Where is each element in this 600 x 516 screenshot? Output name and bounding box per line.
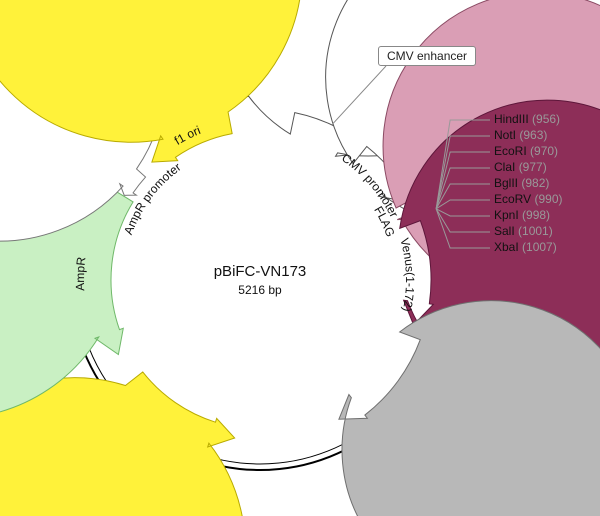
- feature-hgh-poly-a-signal: [339, 301, 600, 516]
- enzyme-site: HindIII (956): [494, 112, 560, 126]
- enzyme-site: KpnI (998): [494, 208, 550, 222]
- plasmid-size: 5216 bp: [238, 283, 282, 297]
- enzyme-site: EcoRI (970): [494, 144, 558, 158]
- enzyme-name: SalI: [494, 224, 515, 238]
- enzyme-name: XbaI: [494, 240, 519, 254]
- enzyme-pos: (1007): [522, 240, 557, 254]
- plasmid-name: pBiFC-VN173: [214, 263, 307, 280]
- enzyme-name: ClaI: [494, 160, 515, 174]
- enzyme-name: NotI: [494, 128, 516, 142]
- enzyme-pos: (963): [519, 128, 547, 142]
- enzyme-site: SalI (1001): [494, 224, 553, 238]
- enzyme-site: NotI (963): [494, 128, 547, 142]
- enzyme-name: HindIII: [494, 112, 529, 126]
- enzyme-pos: (982): [521, 176, 549, 190]
- enzyme-pos: (990): [534, 192, 562, 206]
- enzyme-site: BglII (982): [494, 176, 549, 190]
- enzyme-pos: (1001): [518, 224, 553, 238]
- enzyme-name: EcoRV: [494, 192, 531, 206]
- enzyme-pos: (998): [522, 208, 550, 222]
- feature-label: Venus(1-172): [397, 237, 417, 313]
- plasmid-map: Created with SnapGene® 10002000300040005…: [0, 0, 600, 516]
- enzyme-site: ClaI (977): [494, 160, 547, 174]
- enzyme-pos: (970): [530, 144, 558, 158]
- cmv-enhancer-callout: CMV enhancer: [378, 46, 476, 66]
- enzyme-site: XbaI (1007): [494, 240, 557, 254]
- feature-label: AmpR: [73, 256, 88, 291]
- enzyme-name: BglII: [494, 176, 518, 190]
- enzyme-site: EcoRV (990): [494, 192, 563, 206]
- enzyme-name: EcoRI: [494, 144, 527, 158]
- plasmid-svg: 10002000300040005000CMV promoterFLAGVenu…: [0, 0, 600, 516]
- enzyme-pos: (977): [519, 160, 547, 174]
- enzyme-name: KpnI: [494, 208, 519, 222]
- enzyme-pos: (956): [532, 112, 560, 126]
